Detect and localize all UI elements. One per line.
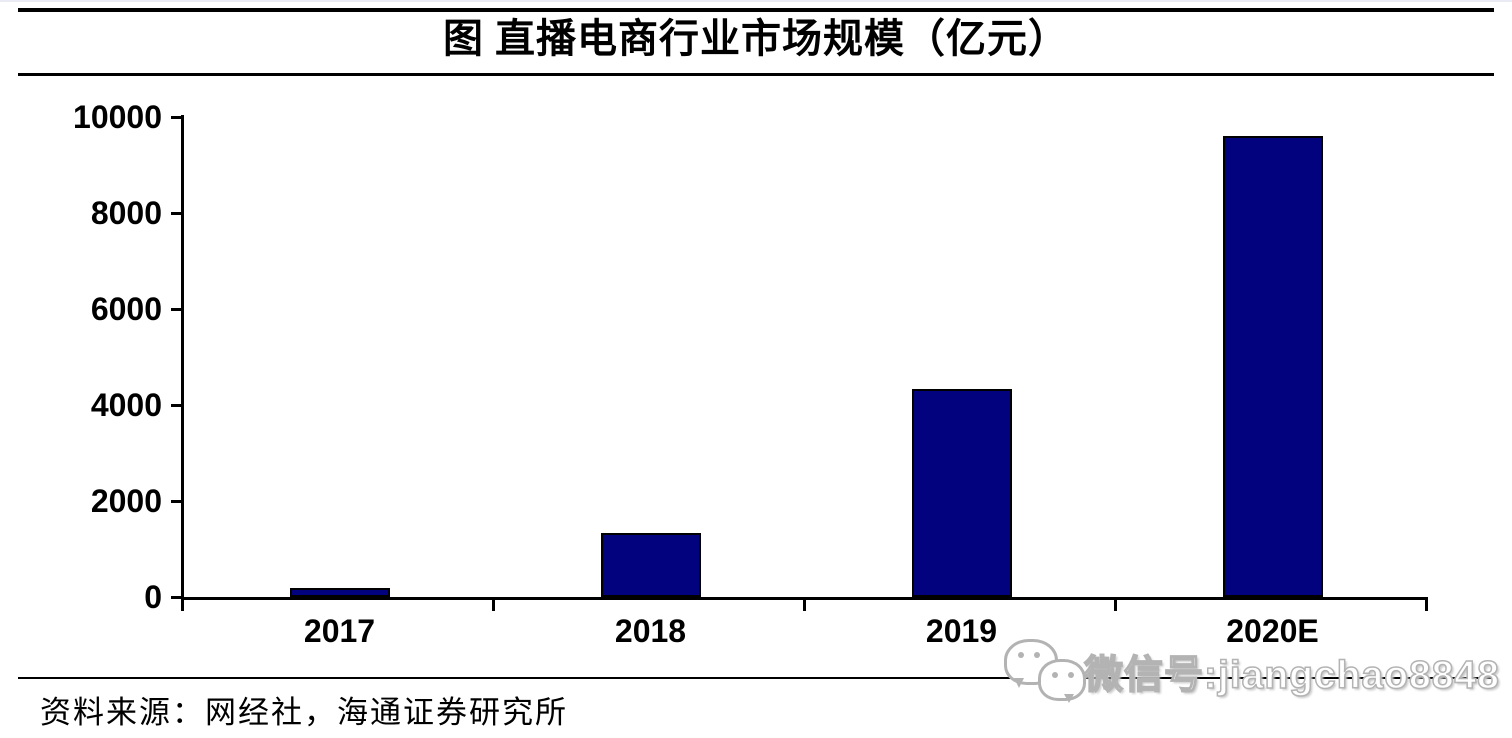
x-tick <box>1114 597 1117 611</box>
y-tick-label: 10000 <box>73 99 162 135</box>
x-category-label: 2020E <box>1226 613 1319 649</box>
x-tick <box>1425 597 1428 611</box>
x-tick <box>803 597 806 611</box>
y-tick <box>171 404 181 407</box>
y-tick <box>171 500 181 503</box>
y-tick <box>171 596 181 599</box>
bar-2018 <box>600 533 701 597</box>
x-category-label: 2018 <box>614 613 687 649</box>
y-tick-label: 4000 <box>90 387 162 423</box>
y-tick <box>171 212 181 215</box>
x-tick <box>492 597 495 611</box>
watermark-text: 微信号:jiangchao8848 <box>1083 653 1500 698</box>
y-tick <box>171 116 181 119</box>
title-bottom-rule <box>18 73 1494 76</box>
watermark: 微信号:jiangchao8848 <box>998 630 1500 716</box>
x-tick <box>181 597 184 611</box>
wechat-icon-tail <box>1064 694 1074 703</box>
y-tick <box>171 308 181 311</box>
x-category-label: 2017 <box>303 613 376 649</box>
bar-2020E <box>1222 136 1323 597</box>
y-tick-label: 6000 <box>90 291 162 327</box>
bar-2017 <box>289 588 390 597</box>
y-tick-label: 2000 <box>90 483 162 519</box>
y-tick-label: 8000 <box>90 195 162 231</box>
y-axis-line <box>181 115 184 600</box>
wechat-icon-small-bubble <box>1038 659 1086 701</box>
screenshot-top-edge <box>0 0 1512 2</box>
bar-2019 <box>911 389 1012 597</box>
title-top-rule <box>18 8 1494 12</box>
y-tick-label: 0 <box>144 579 162 615</box>
source-note: 资料来源：网经社，海通证券研究所 <box>40 695 568 730</box>
x-category-label: 2019 <box>925 613 998 649</box>
footer-rule <box>18 677 1494 679</box>
wechat-icon-tail <box>1014 678 1024 688</box>
chart-title: 图 直播电商行业市场规模（亿元） <box>443 16 1069 61</box>
